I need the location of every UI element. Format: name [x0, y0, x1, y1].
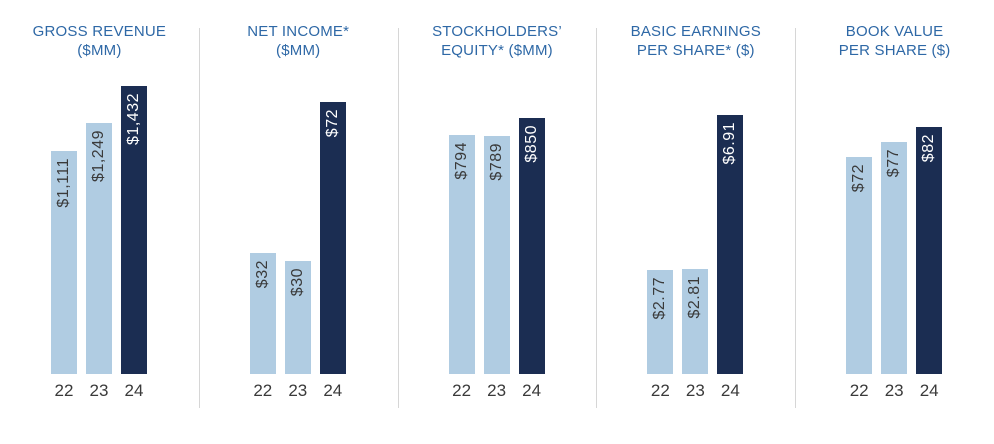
- chart-title-line: STOCKHOLDERS’: [432, 23, 562, 40]
- bar-22: $32: [249, 253, 276, 374]
- bar-value-label: $1,249: [90, 130, 107, 182]
- chart-title-line: BOOK VALUE: [845, 23, 944, 40]
- year-label: 22: [452, 381, 472, 400]
- year-label: 22: [650, 381, 670, 400]
- bar-value-label: $30: [288, 268, 306, 297]
- bar-value-label: $2.81: [686, 276, 704, 319]
- chart-title-line: EQUITY* ($MM): [441, 42, 553, 59]
- panel-divider: [596, 28, 597, 408]
- bar-23: $789: [483, 136, 510, 374]
- chart-title: STOCKHOLDERS’ EQUITY* ($MM): [398, 22, 597, 60]
- chart-title-line: ($MM): [276, 42, 321, 59]
- bar-value-label: $72: [850, 164, 868, 193]
- panel-divider: [199, 28, 200, 408]
- bar-value-label: $32: [253, 260, 271, 289]
- bar-value-label: $77: [885, 149, 903, 178]
- year-label: 23: [685, 381, 705, 400]
- chart-title: NET INCOME* ($MM): [199, 22, 398, 60]
- bar-value-label: $6.91: [721, 122, 739, 165]
- bar-24: $1,432: [121, 86, 147, 374]
- bar-22: $794: [448, 135, 475, 374]
- chart-stockholders-equity: STOCKHOLDERS’ EQUITY* ($MM) $794 22 $789 23…: [398, 0, 597, 444]
- bar-22: $2.77: [647, 270, 674, 374]
- year-label: 23: [487, 381, 507, 400]
- chart-title-line: ($MM): [77, 42, 122, 59]
- chart-title-line: NET INCOME*: [247, 23, 350, 40]
- bar-value-label: $1,432: [125, 93, 142, 145]
- year-label: 24: [124, 381, 144, 400]
- year-label: 22: [849, 381, 869, 400]
- chart-title-line: PER SHARE* ($): [636, 42, 755, 59]
- chart-title-line: BASIC EARNINGS: [630, 23, 761, 40]
- bar-23: $77: [881, 142, 908, 374]
- bar-value-label: $789: [487, 143, 505, 181]
- bar-23: $1,249: [86, 123, 112, 374]
- bar-value-label: $850: [522, 125, 540, 163]
- chart-title-line: PER SHARE ($): [838, 42, 951, 59]
- bar-24: $850: [518, 118, 545, 374]
- bar-24: $82: [916, 127, 943, 374]
- year-label: 23: [89, 381, 109, 400]
- bar-22: $72: [846, 157, 873, 374]
- year-label: 24: [919, 381, 939, 400]
- bar-23: $2.81: [682, 269, 709, 374]
- chart-title: BASIC EARNINGS PER SHARE* ($): [596, 22, 795, 60]
- year-label: 22: [54, 381, 74, 400]
- chart-gross-revenue: GROSS REVENUE ($MM) $1,111 22 $1,249 23 $1,4…: [0, 0, 199, 444]
- bar-value-label: $2.77: [651, 277, 669, 320]
- panel-divider: [398, 28, 399, 408]
- chart-net-income: NET INCOME* ($MM) $32 22 $30 23 $72 24: [199, 0, 398, 444]
- chart-title: GROSS REVENUE ($MM): [0, 22, 199, 60]
- year-label: 22: [253, 381, 273, 400]
- panel-divider: [795, 28, 796, 408]
- bar-24: $72: [319, 102, 346, 374]
- year-label: 23: [884, 381, 904, 400]
- chart-book-value-per-share: BOOK VALUE PER SHARE ($) $72 22 $77 23 $82 24: [795, 0, 994, 444]
- year-label: 24: [522, 381, 542, 400]
- year-label: 24: [720, 381, 740, 400]
- chart-title: BOOK VALUE PER SHARE ($): [795, 22, 994, 60]
- bar-value-label: $1,111: [55, 158, 72, 208]
- year-label: 23: [288, 381, 308, 400]
- chart-title-line: GROSS REVENUE: [32, 23, 167, 40]
- bar-24: $6.91: [717, 115, 744, 374]
- chart-basic-earnings-per-share: BASIC EARNINGS PER SHARE* ($) $2.77 22 $2.…: [596, 0, 795, 444]
- bar-value-label: $82: [920, 134, 938, 163]
- bar-value-label: $72: [323, 109, 341, 138]
- bar-value-label: $794: [452, 142, 470, 180]
- bar-22: $1,111: [51, 151, 77, 374]
- bar-23: $30: [284, 261, 311, 374]
- year-label: 24: [323, 381, 343, 400]
